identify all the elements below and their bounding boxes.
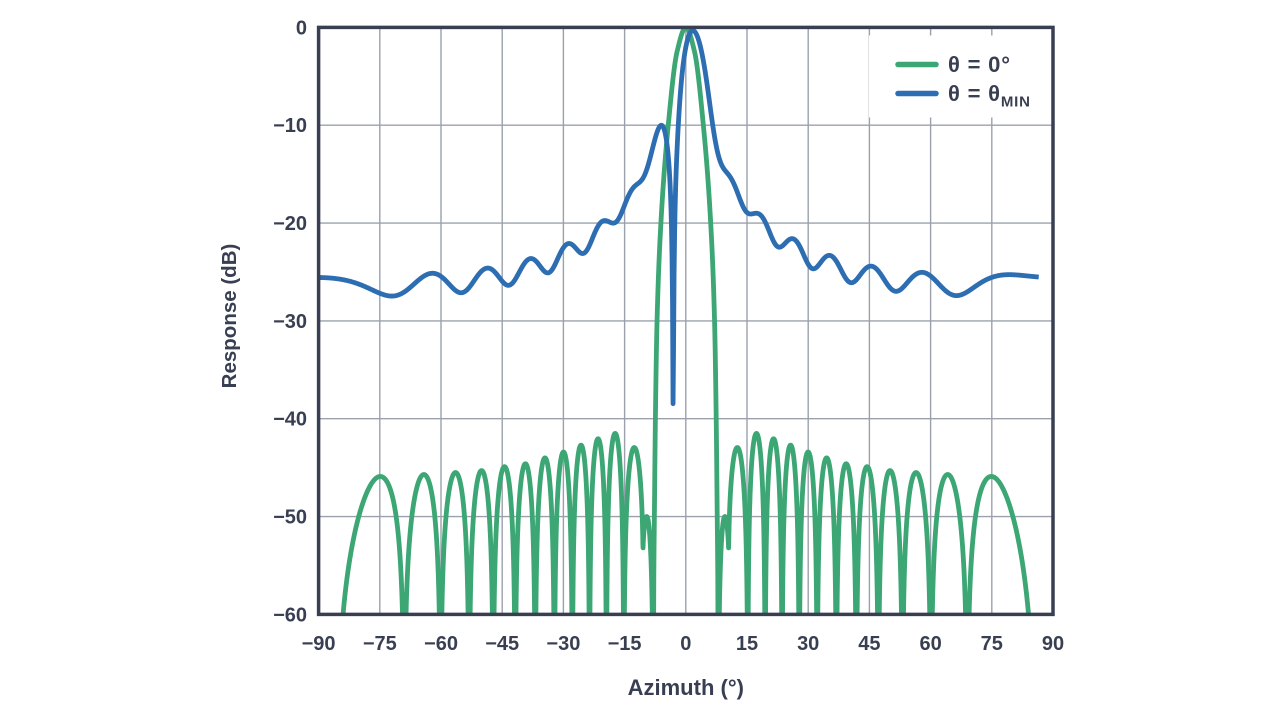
svg-text:−30: −30 xyxy=(546,633,580,655)
svg-text:0: 0 xyxy=(680,633,691,655)
svg-text:60: 60 xyxy=(919,633,941,655)
svg-text:−30: −30 xyxy=(273,311,307,333)
svg-text:−40: −40 xyxy=(273,409,307,431)
svg-text:30: 30 xyxy=(797,633,819,655)
svg-text:0: 0 xyxy=(296,17,307,39)
svg-text:−60: −60 xyxy=(424,633,458,655)
svg-text:Azimuth (°): Azimuth (°) xyxy=(628,675,744,700)
svg-text:−10: −10 xyxy=(273,115,307,137)
svg-text:75: 75 xyxy=(981,633,1003,655)
svg-text:−15: −15 xyxy=(608,633,642,655)
svg-text:θ = 0°: θ = 0° xyxy=(948,52,1011,77)
svg-text:−60: −60 xyxy=(273,604,307,626)
svg-text:−75: −75 xyxy=(363,633,397,655)
svg-text:15: 15 xyxy=(736,633,758,655)
svg-text:90: 90 xyxy=(1042,633,1064,655)
svg-text:Response (dB): Response (dB) xyxy=(218,244,241,389)
svg-text:45: 45 xyxy=(858,633,880,655)
svg-text:−20: −20 xyxy=(273,213,307,235)
svg-text:−90: −90 xyxy=(302,633,336,655)
svg-text:−50: −50 xyxy=(273,507,307,529)
svg-text:−45: −45 xyxy=(485,633,519,655)
